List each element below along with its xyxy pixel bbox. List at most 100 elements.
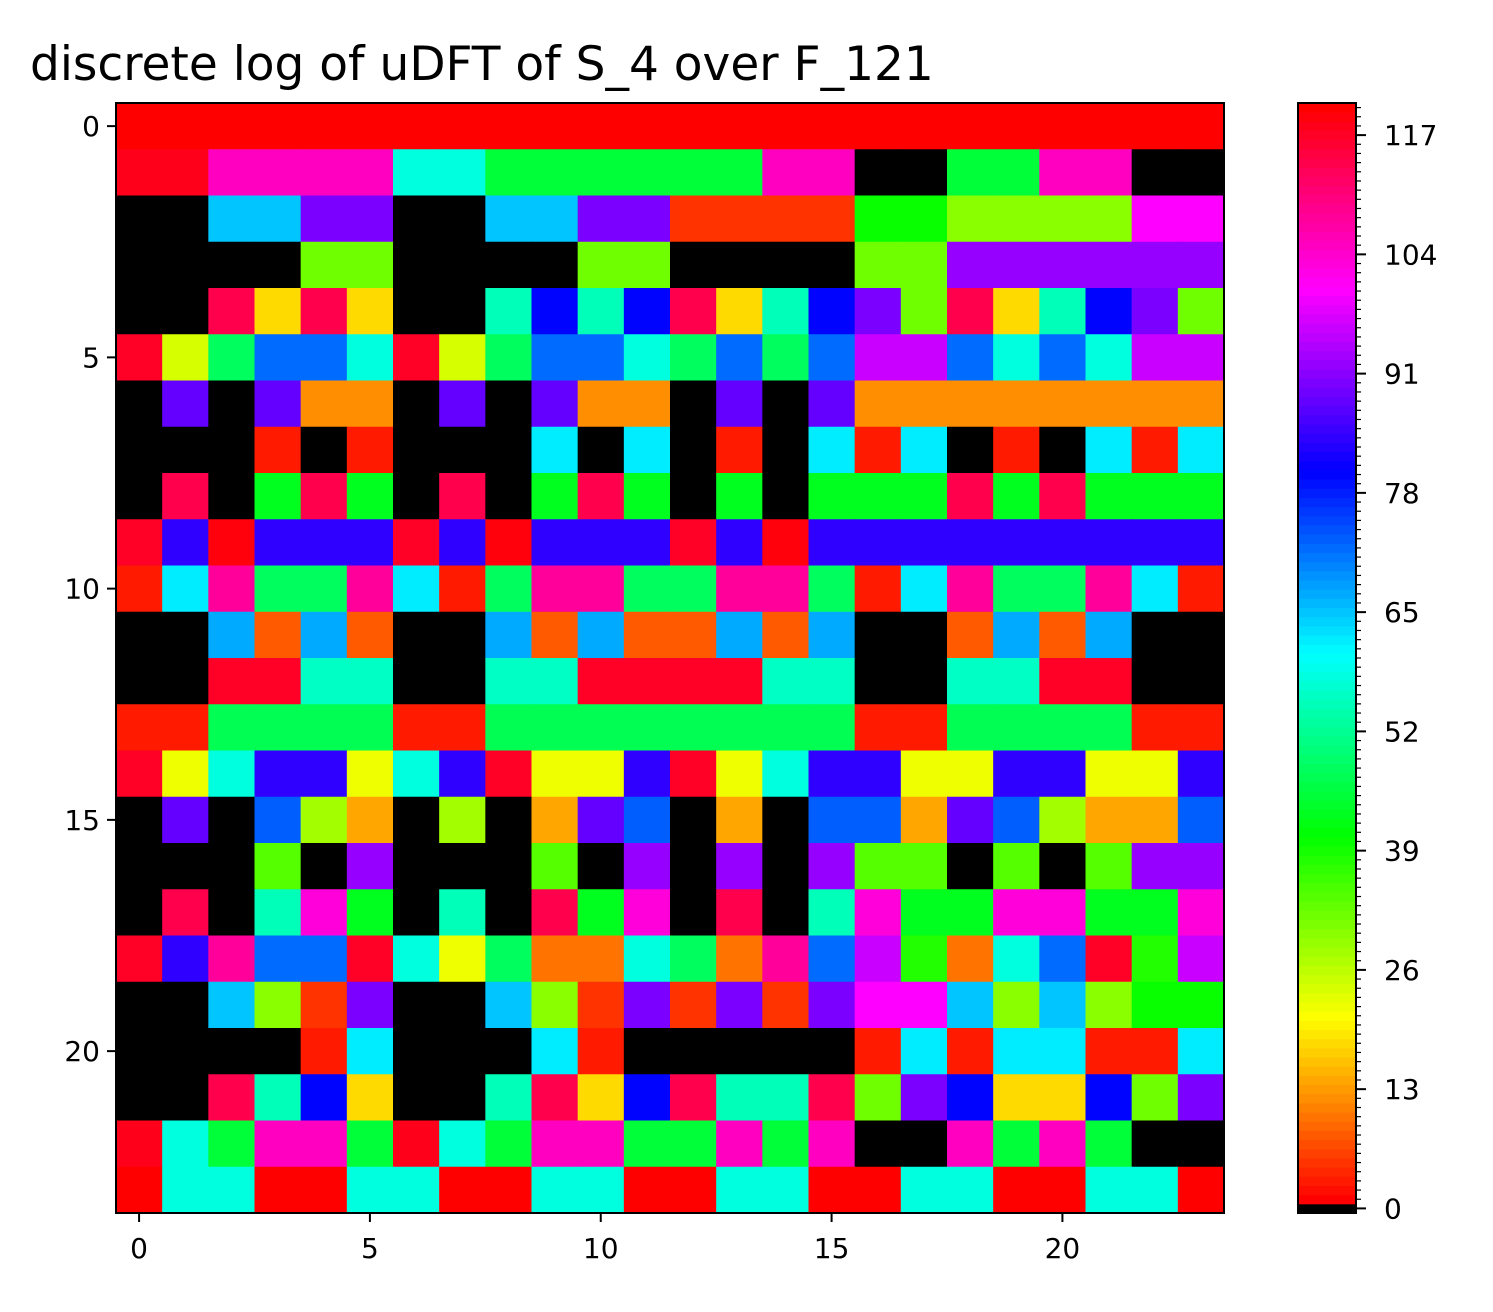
- heatmap-cell: [716, 380, 763, 428]
- heatmap-cell: [762, 149, 810, 197]
- heatmap-cell: [439, 658, 486, 705]
- heatmap-cell: [116, 380, 163, 428]
- heatmap-cell: [993, 935, 1040, 983]
- heatmap-cell: [808, 843, 856, 890]
- heatmap-cell: [854, 519, 902, 567]
- colorbar-segment: [1298, 378, 1356, 388]
- heatmap-cell: [716, 843, 763, 890]
- colorbar-tick-label: 117: [1384, 119, 1437, 152]
- heatmap-cell: [393, 981, 440, 1029]
- heatmap-cell: [1177, 334, 1225, 382]
- heatmap-cell: [993, 611, 1040, 659]
- colorbar-segment: [1298, 1047, 1356, 1058]
- colorbar-segment: [1298, 469, 1356, 480]
- plot-frame: [115, 102, 1225, 1214]
- heatmap-cell: [346, 519, 394, 567]
- heatmap-cell: [1131, 103, 1179, 150]
- heatmap-cell: [1039, 611, 1087, 659]
- heatmap-cell: [254, 1120, 302, 1168]
- colorbar-tick-label: 78: [1384, 477, 1420, 510]
- heatmap-cell: [900, 426, 948, 474]
- heatmap-cell: [947, 426, 994, 474]
- chart-title: discrete log of uDFT of S_4 over F_121: [30, 37, 934, 92]
- colorbar-segment: [1298, 827, 1356, 838]
- colorbar-segment: [1298, 928, 1356, 939]
- heatmap-cell: [393, 195, 440, 243]
- heatmap-cell: [162, 981, 209, 1029]
- heatmap-cell: [1085, 1028, 1133, 1075]
- heatmap-cell: [1085, 241, 1133, 289]
- heatmap-cell: [854, 380, 902, 428]
- x-tick-label: 20: [1045, 1232, 1081, 1265]
- heatmap-cell: [900, 519, 948, 567]
- heatmap-cell: [208, 1028, 256, 1075]
- heatmap-cell: [623, 241, 671, 289]
- heatmap-cell: [808, 704, 856, 752]
- heatmap-cell: [670, 473, 717, 520]
- heatmap-cell: [116, 426, 163, 474]
- colorbar-segment: [1298, 745, 1356, 755]
- heatmap-cell: [254, 426, 302, 474]
- heatmap-cell: [162, 796, 209, 844]
- heatmap-cell: [531, 426, 579, 474]
- heatmap-cell: [116, 565, 163, 613]
- heatmap-cell: [993, 519, 1040, 567]
- colorbar-tick-label: 13: [1384, 1073, 1420, 1106]
- heatmap-cell: [531, 519, 579, 567]
- heatmap-cell: [116, 750, 163, 798]
- heatmap-cell: [900, 195, 948, 243]
- colorbar-segment: [1298, 240, 1356, 251]
- heatmap-cell: [531, 889, 579, 937]
- heatmap-cell: [947, 149, 994, 197]
- heatmap-cell: [346, 103, 394, 150]
- colorbar-tick-label: 39: [1384, 835, 1420, 868]
- heatmap-cell: [854, 288, 902, 335]
- heatmap-cell: [254, 611, 302, 659]
- heatmap-cell: [577, 565, 625, 613]
- heatmap-cell: [577, 1028, 625, 1075]
- heatmap-cell: [1039, 704, 1087, 752]
- heatmap-cell: [346, 473, 394, 520]
- heatmap-cell: [346, 1028, 394, 1075]
- y-tick-label: 5: [82, 341, 100, 374]
- colorbar-segment: [1298, 635, 1356, 645]
- heatmap-cell: [762, 565, 810, 613]
- heatmap-cell: [900, 658, 948, 705]
- colorbar-tick-label: 104: [1384, 238, 1437, 271]
- heatmap-cell: [577, 843, 625, 890]
- heatmap-cell: [900, 380, 948, 428]
- colorbar-segment: [1298, 974, 1356, 985]
- heatmap-cell: [623, 611, 671, 659]
- heatmap-cell: [577, 241, 625, 289]
- heatmap-cell: [670, 426, 717, 474]
- heatmap-cell: [1131, 750, 1179, 798]
- heatmap-cell: [300, 1120, 348, 1168]
- heatmap-cell: [1039, 843, 1087, 890]
- heatmap-cell: [1085, 843, 1133, 890]
- heatmap-cell: [993, 796, 1040, 844]
- heatmap-cell: [716, 519, 763, 567]
- heatmap-cell: [1085, 103, 1133, 150]
- heatmap-cell: [670, 241, 717, 289]
- heatmap-cell: [208, 241, 256, 289]
- heatmap-cell: [1039, 288, 1087, 335]
- heatmap-cell: [439, 241, 486, 289]
- heatmap-cell: [531, 843, 579, 890]
- heatmap-cell: [116, 843, 163, 890]
- heatmap-cell: [1131, 935, 1179, 983]
- colorbar-segment: [1298, 717, 1356, 728]
- heatmap-cell: [577, 1166, 625, 1214]
- heatmap-cell: [393, 473, 440, 520]
- colorbar-segment: [1298, 258, 1356, 269]
- colorbar-segment: [1298, 286, 1356, 297]
- heatmap-cell: [531, 473, 579, 520]
- heatmap-cell: [1177, 380, 1225, 428]
- heatmap-cell: [208, 935, 256, 983]
- heatmap-cell: [947, 704, 994, 752]
- colorbar-segment: [1298, 295, 1356, 306]
- heatmap-cell: [947, 889, 994, 937]
- heatmap-cell: [854, 473, 902, 520]
- heatmap-cell: [1085, 1074, 1133, 1122]
- heatmap-cell: [1039, 889, 1087, 937]
